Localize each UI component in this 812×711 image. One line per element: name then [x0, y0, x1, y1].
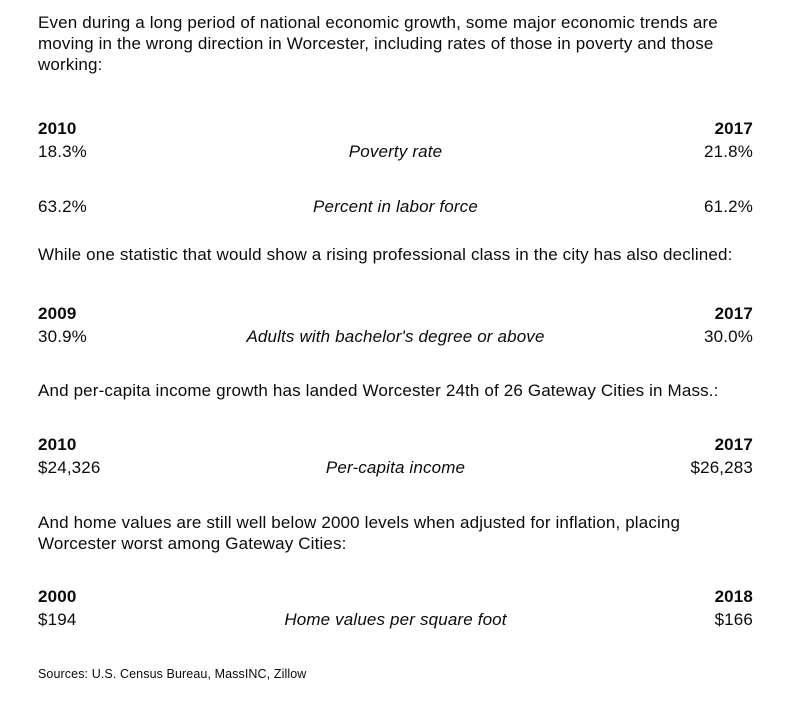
professional-class-paragraph: While one statistic that would show a ri… [38, 245, 733, 264]
stat-row-home-values: $194 Home values per square foot $166 [38, 608, 753, 631]
stat-label: Adults with bachelor's degree or above [246, 327, 545, 346]
intro-paragraph: Even during a long period of national ec… [38, 13, 718, 74]
year-header-row: 2010 2017 [38, 433, 753, 456]
sources-note: Sources: U.S. Census Bureau, MassINC, Zi… [38, 667, 307, 681]
year-end-label: 2017 [714, 435, 753, 454]
stat-label: Poverty rate [348, 142, 443, 161]
year-header-row: 2009 2017 [38, 302, 753, 325]
stat-table-poverty-labor: 2010 2017 18.3% Poverty rate 21.8% 63.2%… [38, 117, 753, 218]
stat-end-value: 61.2% [704, 197, 753, 216]
year-header-row: 2010 2017 [38, 117, 753, 140]
year-end-label: 2018 [714, 587, 753, 606]
stat-start-value: $194 [38, 610, 77, 629]
year-start-label: 2010 [38, 435, 77, 454]
stat-end-value: 21.8% [704, 142, 753, 161]
stat-table-home-values: 2000 2018 $194 Home values per square fo… [38, 585, 753, 631]
stat-start-value: 63.2% [38, 197, 87, 216]
per-capita-paragraph: And per-capita income growth has landed … [38, 381, 719, 400]
stat-label: Home values per square foot [284, 610, 507, 629]
stat-row-poverty-rate: 18.3% Poverty rate 21.8% [38, 140, 753, 163]
year-header-row: 2000 2018 [38, 585, 753, 608]
stat-start-value: $24,326 [38, 458, 101, 477]
stat-table-bachelors: 2009 2017 30.9% Adults with bachelor's d… [38, 302, 753, 348]
stat-label: Per-capita income [325, 458, 466, 477]
year-end-label: 2017 [714, 304, 753, 323]
year-end-label: 2017 [714, 119, 753, 138]
stat-table-income: 2010 2017 $24,326 Per-capita income $26,… [38, 433, 753, 479]
document-page: Even during a long period of national ec… [0, 12, 812, 682]
stat-start-value: 18.3% [38, 142, 87, 161]
row-gap [38, 163, 753, 195]
stat-end-value: 30.0% [704, 327, 753, 346]
stat-row-bachelors-degree: 30.9% Adults with bachelor's degree or a… [38, 325, 753, 348]
stat-end-value: $26,283 [690, 458, 753, 477]
year-start-label: 2009 [38, 304, 77, 323]
stat-label: Percent in labor force [313, 197, 478, 216]
stat-row-labor-force: 63.2% Percent in labor force 61.2% [38, 195, 753, 218]
stat-start-value: 30.9% [38, 327, 87, 346]
home-values-paragraph: And home values are still well below 200… [38, 513, 681, 553]
stat-end-value: $166 [714, 610, 753, 629]
year-start-label: 2000 [38, 587, 77, 606]
stat-row-per-capita-income: $24,326 Per-capita income $26,283 [38, 456, 753, 479]
year-start-label: 2010 [38, 119, 77, 138]
